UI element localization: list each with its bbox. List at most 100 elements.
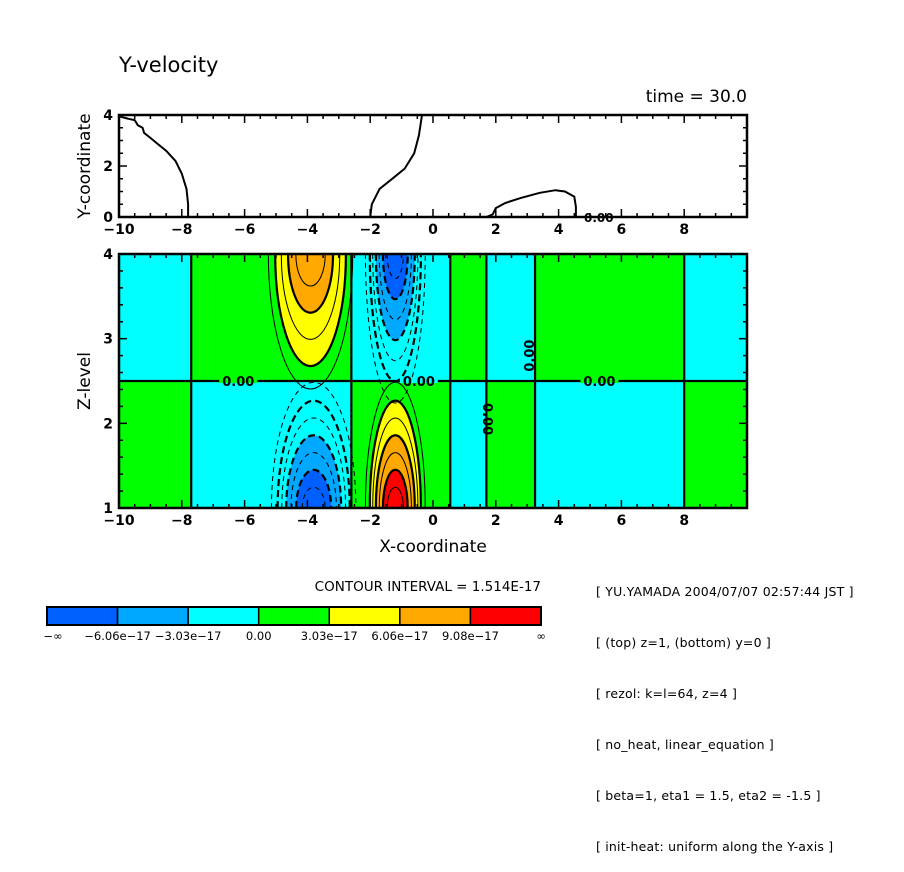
colorbar-swatch <box>469 606 542 626</box>
time-label: time = 30.0 <box>646 87 747 107</box>
upper-positive-max-band-2 <box>288 254 334 313</box>
lower-negative-min-contour-line <box>290 452 337 508</box>
region-lower-green-mid <box>486 381 536 508</box>
bottom-x-tick-label: 0 <box>428 513 438 529</box>
top-y-tick-label: 2 <box>103 159 113 175</box>
colorbar-tick-label: 6.06e−17 <box>371 629 428 643</box>
bottom-ticks: −10 −8 −6 −4 −2 0 2 4 6 8 1 2 3 4 <box>103 247 748 529</box>
zero-contour-west <box>118 115 190 217</box>
zero-contour-label: 0.00 <box>479 403 494 435</box>
upper-negative-min-outer-contour-line <box>364 254 426 404</box>
top-contour-label: 0.00 <box>584 211 614 225</box>
region-upper-cyan-mid <box>486 254 536 381</box>
lower-negative-min-outer-contour-line <box>270 381 357 508</box>
zero-contour-label: 0.00 <box>222 375 254 390</box>
bottom-contour-labels: 0.00 0.00 0.00 0.00 0.00 <box>219 340 619 435</box>
zero-label-gap <box>580 379 619 383</box>
bottom-x-tick-label: −2 <box>359 513 380 529</box>
lower-negative-min-contour-line <box>276 399 351 508</box>
bottom-x-tick-label: 6 <box>617 513 627 529</box>
top-x-tick-label: −8 <box>171 222 192 238</box>
bottom-x-tick-label: −4 <box>297 513 319 529</box>
bottom-x-tick-label: 8 <box>679 513 689 529</box>
top-y-tick-label: 0 <box>103 210 113 226</box>
top-frame-rect <box>117 113 749 219</box>
top-x-tick-label: 4 <box>554 222 564 238</box>
colorbar-swatch <box>328 606 401 626</box>
colorbar-tick-label: −∞ <box>43 629 62 643</box>
lower-negative-min-contour-line <box>285 434 343 508</box>
bottom-y-tick-label: 4 <box>103 247 113 263</box>
zero-label-gap <box>399 379 438 383</box>
region-lower-right-green <box>684 381 747 508</box>
info-line-parameters: [ beta=1, eta1 = 1.5, eta2 = -1.5 ] <box>596 788 821 803</box>
info-line-init-heat: [ init-heat: uniform along the Y-axis ] <box>596 839 834 854</box>
upper-negative-min-contour-line <box>386 254 404 280</box>
upper-negative-min-contour-line <box>374 254 416 342</box>
top-x-tick-label: 0 <box>428 222 438 238</box>
colorbar-swatch <box>399 606 472 626</box>
region-upper-green-east <box>535 254 685 381</box>
top-x-tick-label: −2 <box>359 222 380 238</box>
info-line-author: [ YU.YAMADA 2004/07/07 02:57:44 JST ] <box>596 584 854 599</box>
zero-contour-label: 0.00 <box>403 375 435 390</box>
top-x-tick-label: 8 <box>679 222 689 238</box>
top-frame <box>117 113 749 219</box>
upper-negative-min-contour-line <box>381 254 409 301</box>
lower-positive-max-band-3 <box>382 469 408 508</box>
region-upper-left-cyan <box>119 254 192 381</box>
chart-title: Y-velocity <box>118 53 218 77</box>
contour-interval-label: CONTOUR INTERVAL = 1.514E-17 <box>315 579 541 595</box>
colorbar-tick-label: 0.00 <box>246 629 272 643</box>
colorbar-tick-label: 3.03e−17 <box>301 629 358 643</box>
upper-positive-max-contour-line <box>280 254 341 340</box>
lower-positive-max-outer-contour-line <box>364 381 426 508</box>
top-x-tick-label: −4 <box>297 222 319 238</box>
upper-positive-max-contour-line <box>286 254 335 314</box>
colorbar-tick-label: −6.06e−17 <box>84 629 151 643</box>
upper-negative-min-contour-line <box>378 254 412 321</box>
bottom-y-tick-label: 2 <box>103 416 113 432</box>
bottom-x-tick-label: −10 <box>103 513 134 529</box>
zero-label-gap <box>219 379 258 383</box>
top-x-tick-label: 6 <box>617 222 627 238</box>
bottom-y-axis-label: Z-level <box>75 352 95 410</box>
info-panel: [ YU.YAMADA 2004/07/07 02:57:44 JST ] [ … <box>596 549 854 872</box>
top-contours <box>118 114 577 218</box>
lower-positive-max-contour-line <box>368 399 422 508</box>
upper-positive-max-contour-line <box>295 254 326 287</box>
lower-negative-min-band-3 <box>296 469 332 508</box>
colorbar-swatch <box>116 606 189 626</box>
zero-contour-label: 0.00 <box>523 340 538 372</box>
zero-contour-east <box>486 189 577 218</box>
region-lower-left-green <box>119 381 192 508</box>
upper-positive-max-outer-contour-line <box>267 254 354 390</box>
info-line-equation: [ no_heat, linear_equation ] <box>596 737 774 752</box>
top-x-tick-label: −6 <box>234 222 255 238</box>
top-x-tick-label: −10 <box>103 222 134 238</box>
lower-positive-max-contour-line <box>381 468 409 508</box>
colorbar-swatch <box>187 606 260 626</box>
upper-negative-min-band-3 <box>382 254 408 300</box>
upper-negative-min-contour-line <box>372 254 419 362</box>
bottom-x-tick-label: −8 <box>171 513 192 529</box>
bottom-y-tick-label: 3 <box>103 332 113 348</box>
top-ticks: −10 −8 −6 −4 −2 0 2 4 6 8 0 2 4 <box>103 108 748 238</box>
colorbar-swatch <box>46 606 119 626</box>
region-upper-green-mid <box>450 254 487 381</box>
region-lower-cyan-east <box>535 381 685 508</box>
zero-contour-center <box>369 114 423 218</box>
zero-contour-label: 0.00 <box>583 375 615 390</box>
lower-positive-max-contour-line <box>386 486 404 508</box>
colorbar: −∞ −6.06e−17 −3.03e−17 0.00 3.03e−17 6.06e−17… <box>43 606 546 643</box>
top-y-axis-label: Y-coordinate <box>75 113 95 219</box>
info-line-resolution: [ rezol: k=l=64, z=4 ] <box>596 686 738 701</box>
top-x-tick-label: 2 <box>491 222 501 238</box>
info-line-sections: [ (top) z=1, (bottom) y=0 ] <box>596 635 772 650</box>
lower-positive-max-contour-line <box>374 434 416 508</box>
top-y-tick-label: 4 <box>103 108 113 124</box>
lower-negative-min-contour-line <box>281 417 347 508</box>
colorbar-border <box>46 606 542 626</box>
lower-negative-min-contour-line <box>295 469 333 508</box>
colorbar-tick-label: −3.03e−17 <box>155 629 222 643</box>
